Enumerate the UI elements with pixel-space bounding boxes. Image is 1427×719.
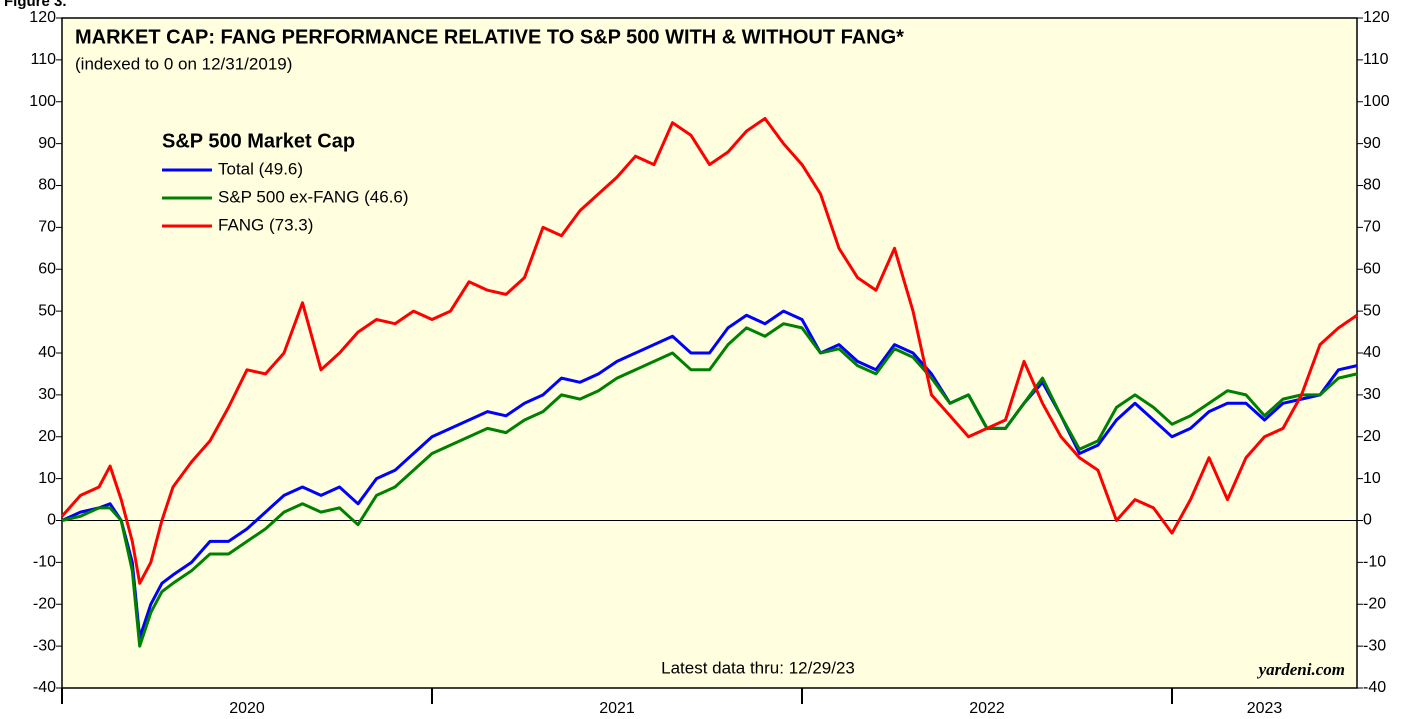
series-line xyxy=(61,322,1358,648)
y2-tick-label: 40 xyxy=(1363,344,1381,361)
y-tick-label: 50 xyxy=(38,302,56,319)
legend-label: Total (49.6) xyxy=(218,159,303,178)
y2-tick-label: -20 xyxy=(1363,595,1386,612)
legend-label: S&P 500 ex-FANG (46.6) xyxy=(218,187,409,206)
series-line xyxy=(61,309,1358,640)
legend-label: FANG (73.3) xyxy=(218,215,313,234)
y-tick-label: -30 xyxy=(33,637,56,654)
y-tick-label: 120 xyxy=(29,9,56,26)
y-tick-label: -40 xyxy=(33,679,56,696)
y-tick-label: 110 xyxy=(30,51,56,68)
y-tick-label: 60 xyxy=(38,260,56,277)
y2-tick-label: 80 xyxy=(1363,177,1381,194)
y2-tick-label: -40 xyxy=(1363,679,1386,696)
y-tick-label: 30 xyxy=(38,386,56,403)
y2-tick-label: 20 xyxy=(1363,428,1381,445)
y2-tick-label: 0 xyxy=(1363,512,1372,529)
y2-tick-label: 60 xyxy=(1363,260,1381,277)
x-tick-label: 2020 xyxy=(229,700,265,717)
figure-label: Figure 3. xyxy=(4,0,67,10)
y-tick-label: 80 xyxy=(38,177,56,194)
legend-title: S&P 500 Market Cap xyxy=(162,130,355,152)
y2-tick-label: -30 xyxy=(1363,637,1386,654)
y2-tick-label: 100 xyxy=(1363,93,1390,110)
y2-tick-label: 90 xyxy=(1363,135,1381,152)
series-line xyxy=(60,117,1358,585)
y-tick-label: 0 xyxy=(47,512,56,529)
y2-tick-label: 50 xyxy=(1363,302,1381,319)
y-tick-label: 20 xyxy=(38,428,56,445)
y2-tick-label: 110 xyxy=(1363,51,1389,68)
y2-tick-label: -10 xyxy=(1363,554,1386,571)
chart-subtitle: (indexed to 0 on 12/31/2019) xyxy=(75,54,292,73)
y2-tick-label: 70 xyxy=(1363,219,1381,236)
y-tick-label: -10 xyxy=(33,554,56,571)
x-tick-label: 2021 xyxy=(599,700,635,717)
y-tick-label: 40 xyxy=(38,344,56,361)
y2-tick-label: 30 xyxy=(1363,386,1381,403)
note: Latest data thru: 12/29/23 xyxy=(661,658,855,677)
source: yardeni.com xyxy=(1257,660,1345,679)
y-tick-label: 100 xyxy=(29,93,56,110)
y-tick-label: 90 xyxy=(38,135,56,152)
x-tick-label: 2022 xyxy=(969,700,1005,717)
y2-tick-label: 120 xyxy=(1363,9,1390,26)
chart-title: MARKET CAP: FANG PERFORMANCE RELATIVE TO… xyxy=(75,26,904,48)
y-tick-label: 70 xyxy=(38,219,56,236)
y2-tick-label: 10 xyxy=(1363,470,1381,487)
y-tick-label: 10 xyxy=(38,470,56,487)
x-tick-label: 2023 xyxy=(1247,700,1283,717)
y-tick-label: -20 xyxy=(33,595,56,612)
